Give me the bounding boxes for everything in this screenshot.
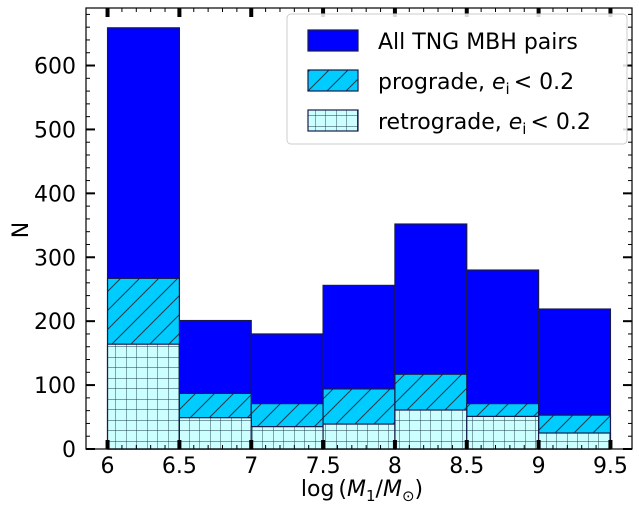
- bar-hatch-series3-bin-6: [466, 416, 539, 449]
- legend-label-1: All TNG MBH pairs: [378, 30, 578, 55]
- legend-swatch-edge-1: [307, 29, 359, 52]
- x-tick-label-6: 8.5: [449, 454, 484, 479]
- x-tick-label-3: 7: [244, 454, 258, 479]
- bar-hatch-series3-bin-1: [107, 344, 180, 449]
- bar-hatch-series3-bin-2: [179, 417, 252, 449]
- legend-label-2: prograde, ei < 0.2: [378, 70, 574, 98]
- y-tick-label-2: 100: [34, 374, 76, 399]
- y-tick-label-6: 500: [34, 118, 76, 143]
- x-tick-label-7: 9: [532, 454, 546, 479]
- legend-swatch-edge-2: [307, 69, 359, 92]
- x-axis-label: log (M1/M⊙): [301, 477, 423, 505]
- bar-hatch-series3-bin-5: [394, 410, 467, 449]
- bars-layer: [106, 27, 612, 450]
- legend-box: [286, 13, 628, 145]
- x-tick-label-1: 6: [101, 454, 115, 479]
- y-tick-label-1: 0: [62, 438, 76, 463]
- x-tick-label-8: 9.5: [593, 454, 628, 479]
- legend-swatch-1: [308, 30, 358, 51]
- legend-swatch-hatch-3: [308, 110, 358, 131]
- legend-swatch-edge-3: [307, 109, 359, 132]
- legend-label-3: retrograde, ei < 0.2: [378, 110, 591, 138]
- x-tick-label-2: 6.5: [162, 454, 197, 479]
- ticks-layer: 6 6.5 7 7.5 8 8.5 9 9.5 0 100 200 300 400 500 600: [34, 8, 632, 479]
- legend: All TNG MBH pairs prograde, ei < 0.2 retrog…: [286, 13, 628, 145]
- legend-swatch-hatch-2: [308, 70, 358, 91]
- y-tick-label-3: 200: [34, 310, 76, 335]
- bar-hatch-series3-bin-4: [323, 424, 395, 449]
- plot-frame: [85, 7, 633, 450]
- y-tick-label-4: 300: [34, 246, 76, 271]
- axes-layer: [85, 7, 633, 450]
- y-axis-label: N: [9, 222, 34, 238]
- bar-hatch-series3-bin-3: [251, 426, 324, 449]
- x-tick-label-5: 8: [388, 454, 402, 479]
- bar-hatch-series3-bin-7: [538, 433, 611, 449]
- y-tick-label-5: 400: [34, 182, 76, 207]
- x-tick-label-4: 7.5: [306, 454, 341, 479]
- y-tick-label-7: 600: [34, 55, 76, 80]
